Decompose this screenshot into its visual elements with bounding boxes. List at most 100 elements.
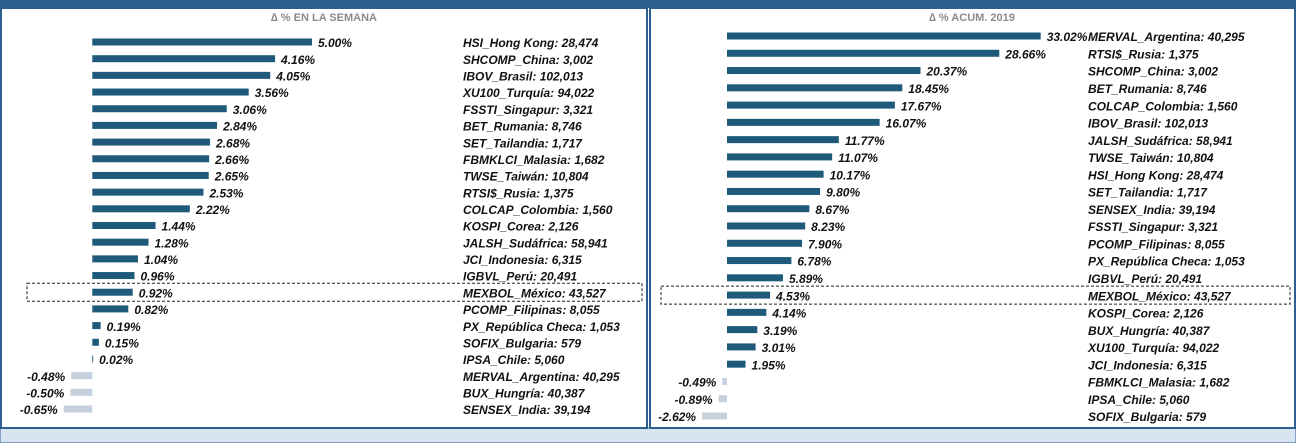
category-label: BET_Rumania: 8,746 [463,120,582,134]
bar [92,305,129,313]
value-label: 3.06% [233,103,267,117]
bar [63,405,93,413]
value-label: 1.04% [144,253,178,267]
bar [727,101,895,109]
bar [70,388,93,396]
value-label: 33.02% [1047,30,1088,44]
category-label: IBOV_Brasil: 102,013 [1088,117,1208,131]
category-label: IGBVL_Perú: 20,491 [463,270,577,284]
category-label: JCI_Indonesia: 6,315 [463,253,582,267]
category-label: JALSH_Sudáfrica: 58,941 [1088,134,1233,148]
bar [727,257,792,265]
value-label: 1.44% [162,220,196,234]
value-label: -0.65% [20,403,58,417]
value-label: 4.16% [280,53,315,67]
bar [92,222,156,229]
bar [702,412,727,420]
bar [727,222,806,230]
category-label: TWSE_Taiwán: 10,804 [463,170,589,184]
value-label: 0.02% [99,353,133,367]
category-label: XU100_Turquía: 94,022 [1087,341,1220,355]
bar [727,136,839,144]
category-label: SET_Tailandia: 1,717 [1088,186,1208,200]
category-label: SENSEX_India: 39,194 [1088,203,1216,217]
bar [727,153,833,161]
value-label: 6.78% [797,255,831,269]
bar [727,84,903,92]
value-label: 3.01% [762,341,796,355]
category-label: MERVAL_Argentina: 40,295 [463,370,620,384]
bar [727,32,1041,40]
panel-title: ∆ % EN LA SEMANA [271,12,377,24]
category-label: TWSE_Taiwán: 10,804 [1088,151,1214,165]
bar [92,272,135,280]
category-label: IGBVL_Perú: 20,491 [1088,272,1202,286]
bar [92,322,101,330]
bar [727,291,771,299]
value-label: 8.23% [811,220,845,234]
highlight-box [660,285,1291,305]
value-label: 5.89% [789,272,823,286]
value-label: -0.50% [26,386,64,400]
value-label: 1.95% [752,358,786,372]
panel-title: ∆ % ACUM. 2019 [929,12,1015,24]
value-label: 2.65% [214,170,249,184]
bar [92,138,211,146]
bar [92,155,210,163]
value-label: -2.62% [658,410,696,424]
value-label: 18.45% [908,82,949,96]
value-label: 8.67% [815,203,849,217]
category-label: KOSPI_Corea: 2,126 [463,220,579,234]
value-label: 5.00% [318,36,352,50]
category-label: SOFIX_Bulgaria: 579 [1088,410,1206,424]
value-label: 4.53% [775,289,810,303]
bar [727,118,880,126]
value-label: -0.48% [27,370,65,384]
category-label: MERVAL_Argentina: 40,295 [1088,30,1245,44]
category-label: MEXBOL_México: 43,527 [1088,289,1232,303]
value-label: 17.67% [901,99,942,113]
category-label: PCOMP_Filipinas: 8,055 [463,303,600,317]
category-label: SHCOMP_China: 3,002 [1088,65,1218,79]
category-label: SET_Tailandia: 1,717 [463,136,583,150]
bottom-band [0,427,1296,444]
category-label: FSSTI_Singapur: 3,321 [463,103,593,117]
bar [727,170,824,178]
bar [727,360,746,368]
category-label: BUX_Hungría: 40,387 [463,386,586,400]
value-label: 11.07% [838,151,878,165]
bar [727,239,803,247]
bar [727,326,758,334]
value-label: 2.22% [195,203,230,217]
category-label: HSI_Hong Kong: 28,474 [1088,168,1224,182]
bar [92,38,312,46]
value-label: 2.68% [215,136,250,150]
panel [649,7,1296,429]
bar [718,395,727,403]
category-label: SHCOMP_China: 3,002 [463,53,593,67]
value-label: 28.66% [1004,47,1046,61]
bar [722,377,727,385]
bar [727,274,783,282]
bar [92,255,138,263]
bar [92,238,149,246]
category-label: IBOV_Brasil: 102,013 [463,70,583,84]
bar [727,187,821,195]
category-label: IPSA_Chile: 5,060 [463,353,565,367]
highlight-box [26,282,643,302]
value-label: 10.17% [830,168,871,182]
value-label: -0.49% [678,376,716,390]
bar [92,355,94,363]
value-label: 11.77% [845,134,885,148]
category-label: PX_República Checa: 1,053 [1088,255,1245,269]
value-label: -0.89% [675,393,713,407]
category-label: SENSEX_India: 39,194 [463,403,591,417]
value-label: 1.28% [155,236,189,250]
value-label: 2.84% [222,120,257,134]
bar [92,105,227,113]
value-label: 3.19% [763,324,797,338]
bar [727,308,767,316]
category-label: PCOMP_Filipinas: 8,055 [1088,237,1225,251]
category-label: BET_Rumania: 8,746 [1088,82,1207,96]
bar [92,288,133,296]
